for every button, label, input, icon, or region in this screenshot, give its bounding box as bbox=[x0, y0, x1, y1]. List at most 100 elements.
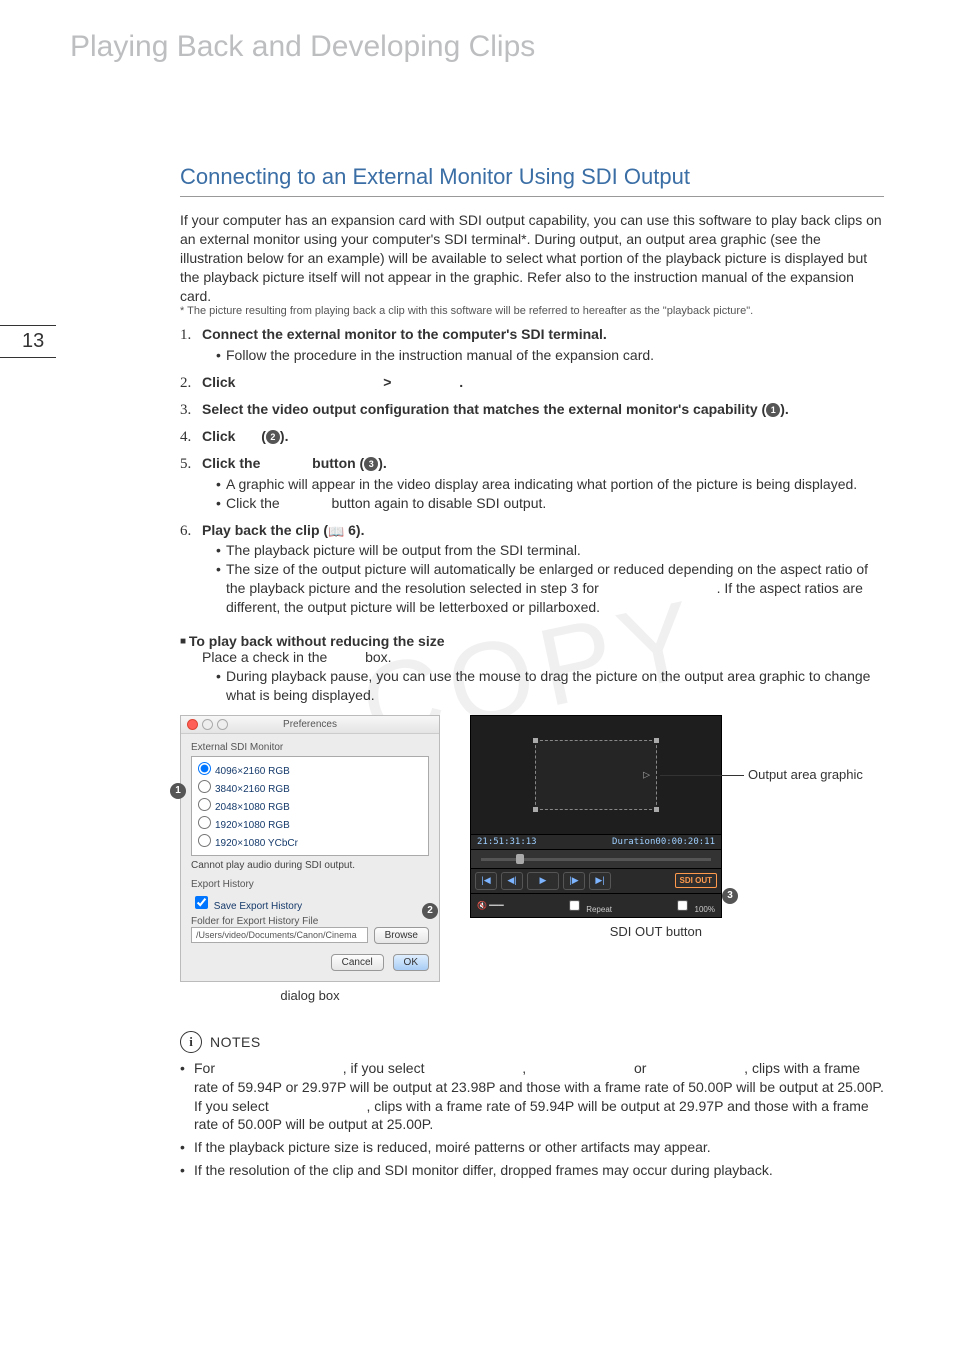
note-1: For , if you select , or , clips with a … bbox=[180, 1059, 884, 1135]
export-history-label: Export History bbox=[191, 879, 429, 890]
window-traffic-lights[interactable] bbox=[187, 719, 228, 730]
step-5-sub-1: A graphic will appear in the video displ… bbox=[216, 475, 884, 494]
callout-1-inline: 1 bbox=[766, 403, 780, 417]
note-1-a: For bbox=[194, 1060, 219, 1076]
sub-bullet: During playback pause, you can use the m… bbox=[216, 667, 884, 705]
save-export-history-row[interactable]: Save Export History bbox=[191, 893, 429, 912]
step-1-sub-1: Follow the procedure in the instruction … bbox=[216, 346, 884, 365]
sdi-option-4-label: 1920×1080 YCbCr bbox=[215, 838, 298, 849]
callout-2: 2 bbox=[422, 903, 438, 919]
step-6-sub-2: The size of the output picture will auto… bbox=[216, 560, 884, 617]
save-export-history-label: Save Export History bbox=[214, 901, 302, 912]
minimize-icon[interactable] bbox=[202, 719, 213, 730]
callout-3: 3 bbox=[722, 888, 738, 904]
timecode-row: 21:51:31:13 Duration00:00:20:11 bbox=[471, 834, 721, 849]
repeat-label: Repeat bbox=[586, 905, 612, 914]
export-path-input[interactable]: /Users/video/Documents/Canon/Cinema bbox=[191, 927, 368, 943]
skip-end-button[interactable]: ▶| bbox=[589, 872, 611, 890]
sdi-radio-0[interactable] bbox=[198, 762, 211, 775]
step-2: 2. Click > . bbox=[180, 373, 884, 392]
notes-heading: NOTES bbox=[210, 1034, 261, 1050]
play-button[interactable]: ▶ bbox=[527, 872, 559, 890]
timecode-left: 21:51:31:13 bbox=[477, 837, 537, 847]
sdi-option-4[interactable]: 1920×1080 YCbCr bbox=[198, 833, 422, 851]
sdi-warning: Cannot play audio during SDI output. bbox=[191, 860, 429, 871]
note-3: If the resolution of the clip and SDI mo… bbox=[180, 1161, 884, 1180]
preferences-titlebar: Preferences bbox=[181, 716, 439, 734]
sdi-option-3[interactable]: 1920×1080 RGB bbox=[198, 815, 422, 833]
lead-label-output-graphic: Output area graphic bbox=[748, 767, 863, 782]
step-1: 1. Connect the external monitor to the c… bbox=[180, 325, 884, 365]
skip-start-button[interactable]: |◀ bbox=[475, 872, 497, 890]
step-forward-button[interactable]: |▶ bbox=[563, 872, 585, 890]
sdi-radio-4[interactable] bbox=[198, 834, 211, 847]
lead-line-output-graphic bbox=[660, 775, 744, 776]
sdi-options-box: 4096×2160 RGB 3840×2160 RGB 2048×1080 RG… bbox=[191, 756, 429, 856]
page-number: 13 bbox=[0, 325, 56, 358]
callout-2-inline: 2 bbox=[266, 430, 280, 444]
sdi-option-2-label: 2048×1080 RGB bbox=[215, 802, 290, 813]
close-icon[interactable] bbox=[187, 719, 198, 730]
playback-figure: ▷ 21:51:31:13 Duration00:00:20:11 |◀ ◀| … bbox=[470, 715, 722, 939]
step-6-text-b: 6). bbox=[344, 522, 364, 538]
sdi-option-0[interactable]: 4096×2160 RGB bbox=[198, 761, 422, 779]
sub-body-b: box. bbox=[365, 649, 391, 665]
step-4-text-a: Click bbox=[202, 428, 239, 444]
note-1-f: , clips with a frame rate of 59.94P will… bbox=[194, 1098, 869, 1133]
sdi-option-1[interactable]: 3840×2160 RGB bbox=[198, 779, 422, 797]
step-back-button[interactable]: ◀| bbox=[501, 872, 523, 890]
zoom-checkbox[interactable] bbox=[678, 900, 688, 910]
zoom-icon[interactable] bbox=[217, 719, 228, 730]
save-export-history-checkbox[interactable] bbox=[195, 896, 208, 909]
step-5-text-a: Click the bbox=[202, 455, 264, 471]
note-1-d: or bbox=[634, 1060, 650, 1076]
zoom-label: 100% bbox=[695, 905, 715, 914]
timecode-right: Duration00:00:20:11 bbox=[612, 837, 715, 847]
sdi-group-label: External SDI Monitor bbox=[191, 742, 429, 753]
step-5: 5. Click the button (3). A graphic will … bbox=[180, 454, 884, 513]
browse-button[interactable]: Browse bbox=[374, 927, 429, 944]
sdi-option-2[interactable]: 2048×1080 RGB bbox=[198, 797, 422, 815]
step-5-sub-2: Click the button again to disable SDI ou… bbox=[216, 494, 884, 513]
step-3: 3. Select the video output configuration… bbox=[180, 400, 884, 419]
callout-1: 1 bbox=[170, 783, 186, 799]
intro-paragraph: If your computer has an expansion card w… bbox=[180, 211, 884, 305]
step-3-text-a: Select the video output configuration th… bbox=[202, 401, 766, 417]
step-4: 4. Click (2). bbox=[180, 427, 884, 446]
info-icon: i bbox=[180, 1031, 202, 1053]
output-area-graphic[interactable]: ▷ bbox=[535, 740, 657, 810]
step-4-text-c: ). bbox=[280, 428, 289, 444]
callout-3-inline: 3 bbox=[364, 457, 378, 471]
sdi-option-1-label: 3840×2160 RGB bbox=[215, 784, 290, 795]
sdi-out-button[interactable]: SDI OUT bbox=[675, 873, 717, 888]
sdi-radio-1[interactable] bbox=[198, 780, 211, 793]
sdi-option-3-label: 1920×1080 RGB bbox=[215, 820, 290, 831]
note-1-b: , if you select bbox=[343, 1060, 429, 1076]
step-6: 6. Play back the clip (📖 6). The playbac… bbox=[180, 521, 884, 617]
step-2-text-a: Click bbox=[202, 374, 235, 390]
scrub-slider[interactable] bbox=[471, 849, 721, 868]
cancel-button[interactable]: Cancel bbox=[331, 954, 384, 971]
manual-ref-icon: 📖 bbox=[328, 523, 344, 541]
sdi-radio-3[interactable] bbox=[198, 816, 211, 829]
step-5-text-c: ). bbox=[378, 455, 387, 471]
step-6-text-a: Play back the clip ( bbox=[202, 522, 328, 538]
section-title: Connecting to an External Monitor Using … bbox=[180, 164, 884, 197]
sdi-radio-2[interactable] bbox=[198, 798, 211, 811]
step-5-sub-2-a: Click the bbox=[226, 495, 284, 511]
folder-label: Folder for Export History File bbox=[191, 916, 429, 927]
sub-body-a: Place a check in the bbox=[202, 649, 331, 665]
playback-panel: ▷ 21:51:31:13 Duration00:00:20:11 |◀ ◀| … bbox=[470, 715, 722, 918]
footnote: * The picture resulting from playing bac… bbox=[180, 305, 884, 317]
prefs-caption: dialog box bbox=[180, 988, 440, 1003]
audio-icon[interactable]: 🔇 ━━━ bbox=[477, 901, 504, 910]
sub-body: Place a check in the box. bbox=[180, 649, 884, 665]
step-5-sub-2-b: button again to disable SDI output. bbox=[331, 495, 546, 511]
step-3-text-b: ). bbox=[780, 401, 789, 417]
repeat-checkbox[interactable] bbox=[569, 900, 579, 910]
ok-button[interactable]: OK bbox=[393, 954, 429, 971]
preferences-dialog: Preferences External SDI Monitor 4096×21… bbox=[180, 715, 440, 982]
step-2-text-c: . bbox=[459, 374, 463, 390]
step-5-text-b: button ( bbox=[312, 455, 364, 471]
step-1-lead: Connect the external monitor to the comp… bbox=[202, 326, 607, 342]
